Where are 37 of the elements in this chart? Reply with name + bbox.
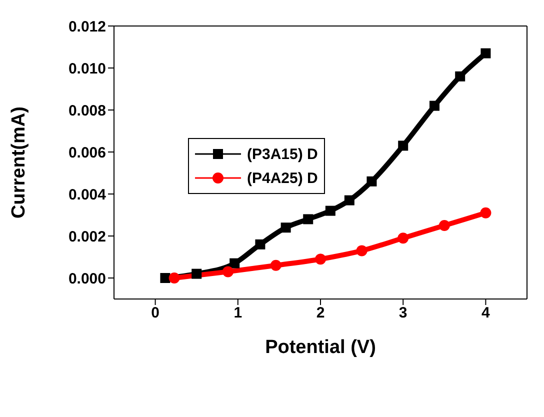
x-tick-label: 0 xyxy=(151,304,160,322)
point xyxy=(398,140,408,151)
point xyxy=(480,207,492,218)
x-tick-label: 2 xyxy=(316,304,325,322)
legend-label: (P4A25) D xyxy=(247,170,318,186)
point xyxy=(455,71,466,82)
x-tick-label: 1 xyxy=(234,304,242,322)
point xyxy=(429,100,440,111)
point xyxy=(192,268,202,279)
y-tick-label: 0.000 xyxy=(68,270,106,288)
point xyxy=(160,273,170,283)
point xyxy=(366,176,377,186)
x-axis-title: Potential (V) xyxy=(265,337,376,358)
y-axis-title: Current(mA) xyxy=(8,106,30,218)
y-tick-label: 0.004 xyxy=(68,186,107,204)
point xyxy=(168,272,180,284)
point xyxy=(325,206,336,216)
x-tick-label: 3 xyxy=(398,304,408,322)
y-tick-label: 0.006 xyxy=(68,144,106,162)
point xyxy=(230,258,240,268)
point xyxy=(438,220,450,231)
point xyxy=(315,254,326,265)
point xyxy=(222,266,234,278)
point xyxy=(255,239,266,250)
point xyxy=(344,195,354,206)
point xyxy=(398,232,409,244)
y-tick-label: 0.012 xyxy=(68,18,106,36)
point xyxy=(356,245,368,256)
point xyxy=(303,214,314,224)
point xyxy=(480,48,491,58)
y-tick-label: 0.002 xyxy=(68,228,106,246)
y-tick-label: 0.008 xyxy=(68,102,106,120)
point xyxy=(270,260,282,271)
x-tick-label: 4 xyxy=(482,304,491,322)
legend-label: (P3A15) D xyxy=(247,146,318,162)
y-tick-label: 0.010 xyxy=(68,60,106,78)
point xyxy=(280,222,291,233)
